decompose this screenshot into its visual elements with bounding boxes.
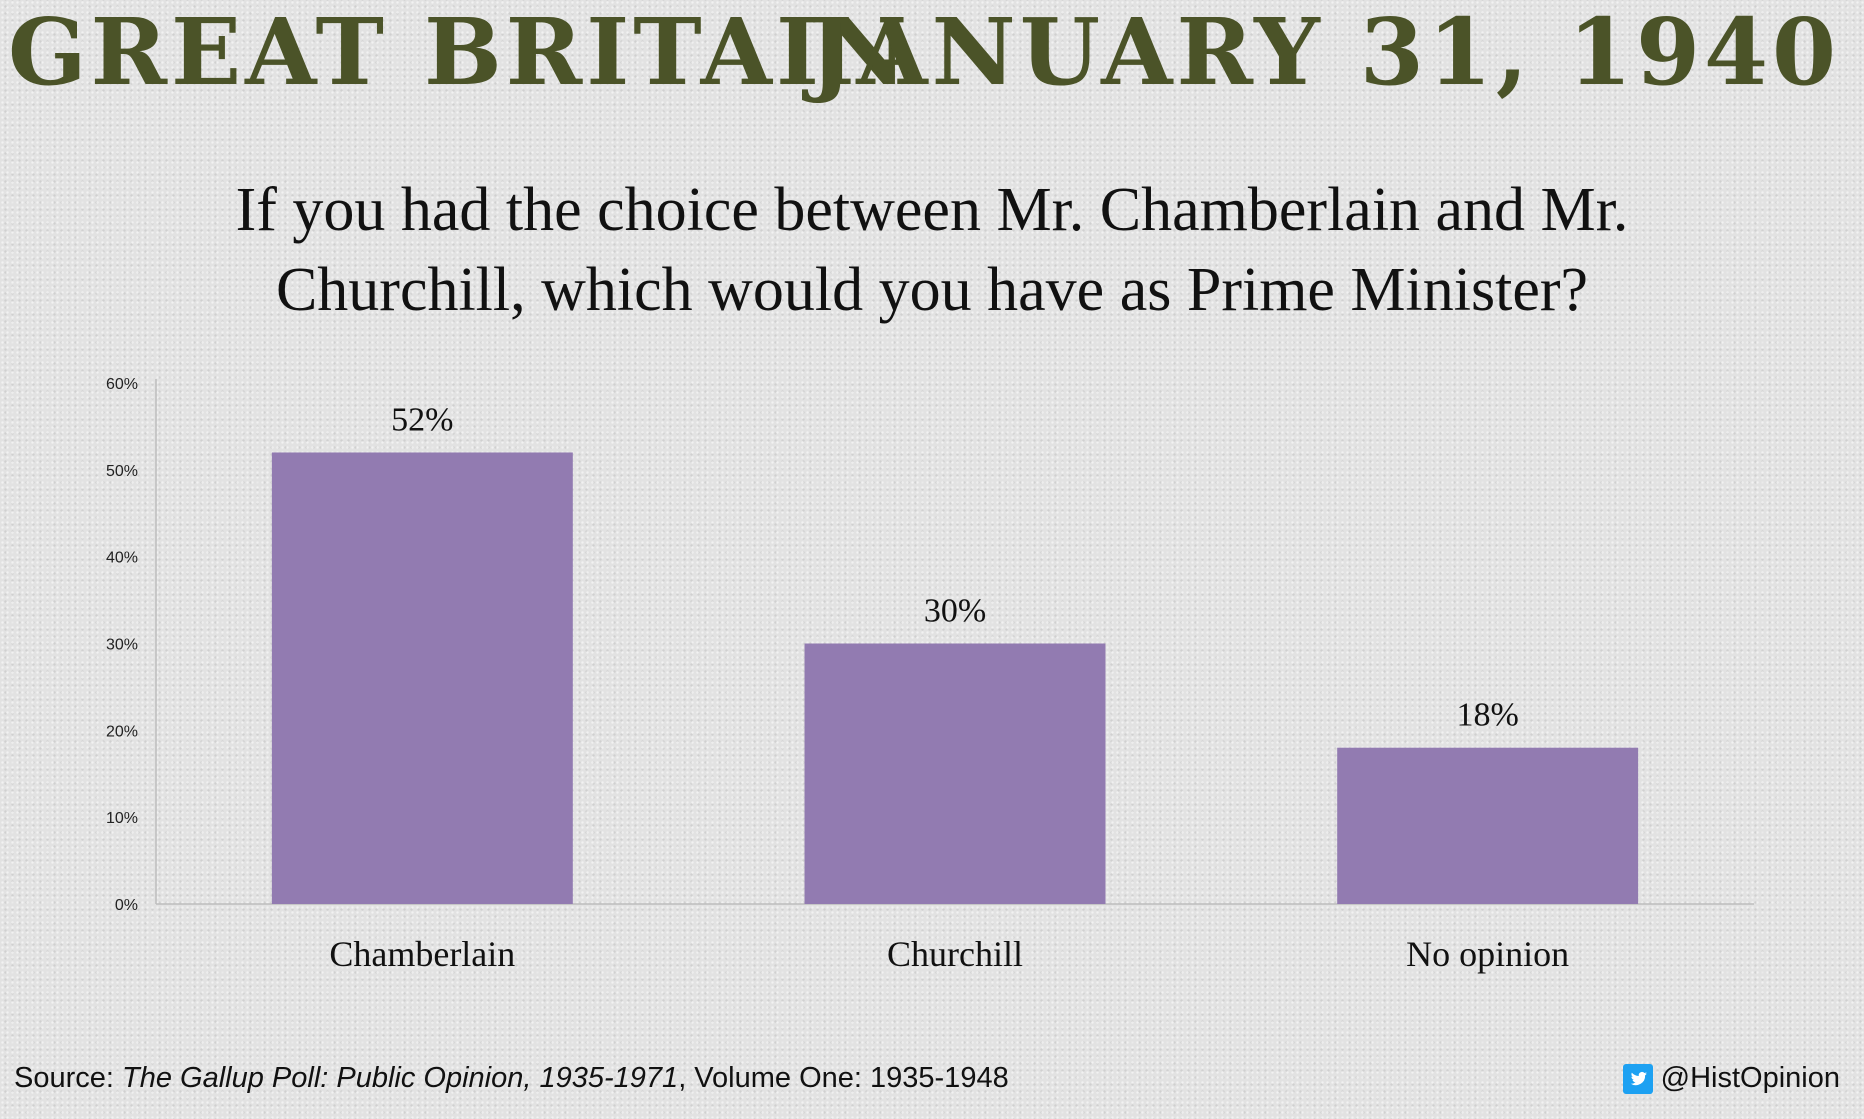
header-banner: GREAT BRITAIN JANUARY 31, 1940 xyxy=(0,0,1864,110)
bar-chart: 0% 10% 20% 30% 40% 50% 60% 52% Chamberlain 30% Chu… xyxy=(106,376,1754,974)
header-date: JANUARY 31, 1940 xyxy=(808,0,1840,106)
twitter-bird-icon xyxy=(1622,1063,1653,1094)
y-tick-label: 60% xyxy=(106,376,138,393)
data-label: 18% xyxy=(1457,697,1519,734)
y-tick-label: 0% xyxy=(115,897,138,914)
bar xyxy=(1337,747,1639,904)
category-label: Churchill xyxy=(887,934,1023,974)
bar xyxy=(804,643,1106,904)
header-country: GREAT BRITAIN xyxy=(8,0,912,106)
question-line-2: Churchill, which would you have as Prime… xyxy=(275,256,1589,324)
source-prefix: Source: xyxy=(14,1062,122,1094)
twitter-handle[interactable]: @HistOpinion xyxy=(1622,1062,1840,1095)
question-line-1: If you had the choice between Mr. Chambe… xyxy=(235,176,1629,244)
data-label: 30% xyxy=(924,593,986,630)
source-title: The Gallup Poll: Public Opinion, 1935-19… xyxy=(122,1062,679,1094)
category-label: Chamberlain xyxy=(329,934,515,974)
y-tick-label: 40% xyxy=(106,550,138,567)
y-tick-label: 30% xyxy=(106,637,138,654)
data-label: 52% xyxy=(391,401,453,438)
y-tick-label: 10% xyxy=(106,810,138,827)
source-rest: , Volume One: 1935-1948 xyxy=(678,1062,1009,1094)
bar xyxy=(271,452,573,904)
y-tick-label: 50% xyxy=(106,463,138,480)
handle-text: @HistOpinion xyxy=(1660,1062,1840,1094)
category-label: No opinion xyxy=(1406,934,1569,974)
chart-question: If you had the choice between Mr. Chambe… xyxy=(0,170,1864,330)
source-note: Source: The Gallup Poll: Public Opinion,… xyxy=(14,1062,1009,1095)
y-tick-label: 20% xyxy=(106,723,138,740)
